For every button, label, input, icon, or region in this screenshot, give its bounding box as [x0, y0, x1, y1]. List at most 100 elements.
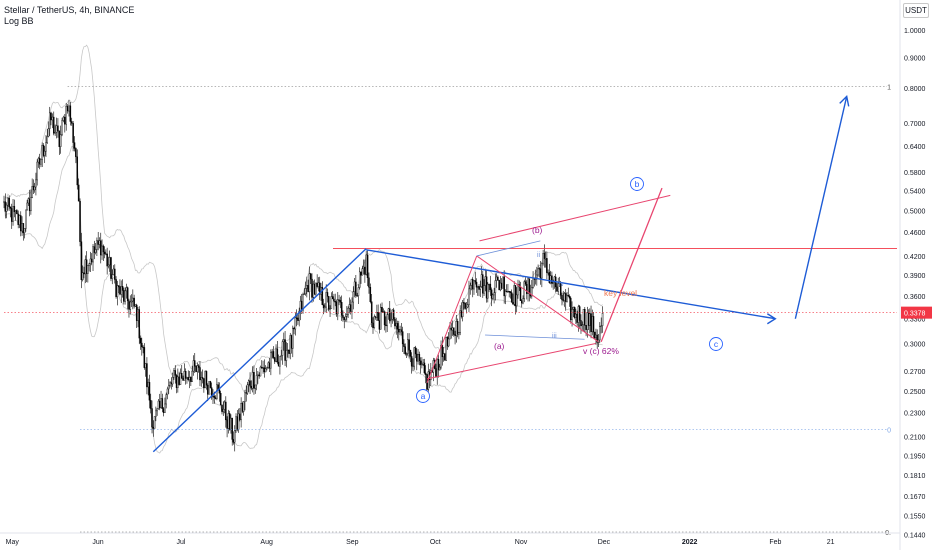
candle-body	[129, 301, 132, 310]
candle	[423, 358, 426, 375]
candle-body	[225, 401, 227, 421]
candle	[225, 396, 227, 428]
candle-body	[333, 298, 335, 302]
candle-body	[30, 197, 32, 212]
candle-body	[463, 302, 465, 304]
candle-body	[299, 300, 302, 312]
candle-body	[561, 295, 563, 300]
candle	[510, 289, 513, 303]
candle-body	[321, 286, 324, 305]
candle-body	[464, 303, 466, 309]
candle	[570, 296, 572, 324]
candle-body	[338, 299, 340, 301]
candle-body	[203, 378, 205, 388]
candle	[382, 308, 385, 313]
time-tick-label: 21	[827, 539, 835, 546]
candle-body	[293, 327, 295, 330]
candle-body	[542, 253, 544, 264]
candle	[600, 317, 602, 334]
candle	[479, 280, 482, 298]
candle	[416, 348, 418, 371]
candle-body	[517, 284, 519, 296]
candle	[519, 281, 522, 301]
candle	[272, 346, 275, 360]
currency-unit-button[interactable]: USDT	[903, 3, 929, 18]
candle-body	[244, 392, 246, 402]
candle-body	[474, 280, 477, 283]
candle	[528, 278, 531, 302]
candle-body	[478, 286, 480, 290]
candle	[139, 335, 142, 350]
candle	[374, 315, 377, 320]
candle	[543, 244, 546, 268]
candle-body	[223, 401, 226, 410]
candle-body	[337, 299, 339, 315]
candle-body	[7, 197, 9, 206]
candle-body	[53, 116, 55, 134]
candle	[36, 159, 38, 186]
candle	[239, 407, 241, 422]
candle	[223, 400, 226, 414]
candle	[399, 325, 401, 335]
candle	[482, 270, 484, 298]
candle	[7, 197, 9, 211]
candle	[353, 277, 356, 298]
candle	[544, 251, 547, 268]
candle	[401, 326, 404, 353]
candle-body	[242, 401, 245, 412]
candle-body	[138, 309, 141, 339]
candle-body	[572, 306, 575, 310]
candle-body	[83, 272, 85, 275]
candle	[46, 128, 48, 144]
candle-body	[416, 353, 418, 362]
candle-body	[27, 198, 30, 204]
wave-circle	[416, 389, 430, 403]
candle-body	[466, 304, 469, 308]
price-tick-label: 0.3300	[904, 317, 926, 324]
candle-body	[175, 375, 178, 388]
bollinger-upper	[3, 44, 603, 392]
candle	[339, 296, 342, 309]
wave-label-a-paren: (a)	[494, 341, 505, 351]
candle-body	[54, 131, 56, 134]
candle	[360, 271, 362, 284]
price-tick-label: 0.1810	[904, 473, 926, 480]
candle	[299, 295, 302, 321]
candle-body	[188, 377, 191, 381]
candle	[20, 211, 22, 237]
candle-body	[289, 335, 291, 354]
candle-body	[596, 334, 598, 343]
candle	[343, 316, 345, 329]
candle-body	[392, 309, 395, 320]
candle	[285, 342, 288, 368]
candle	[512, 293, 514, 305]
candle	[342, 310, 344, 322]
candle-body	[298, 310, 300, 321]
candle	[549, 270, 552, 285]
time-tick-label: Feb	[769, 539, 781, 546]
candle	[28, 189, 31, 217]
red-channel-line	[426, 343, 596, 380]
candle	[162, 407, 165, 417]
candle	[166, 386, 169, 400]
candle	[155, 406, 157, 422]
candle-body	[157, 400, 160, 409]
candle-body	[358, 271, 361, 288]
candle-body	[149, 400, 152, 409]
candle	[487, 282, 489, 303]
candle-body	[69, 105, 72, 122]
candle	[490, 287, 493, 307]
time-tick-label: Oct	[430, 539, 441, 546]
candle	[596, 329, 598, 349]
candle	[531, 279, 533, 299]
candle	[340, 295, 343, 321]
candle-body	[514, 285, 517, 307]
candle	[283, 332, 285, 351]
candle-body	[42, 145, 45, 156]
candle-body	[33, 186, 36, 191]
candle-body	[544, 258, 547, 260]
candle	[168, 379, 170, 394]
candle-body	[439, 366, 441, 371]
candle-body	[485, 276, 488, 299]
